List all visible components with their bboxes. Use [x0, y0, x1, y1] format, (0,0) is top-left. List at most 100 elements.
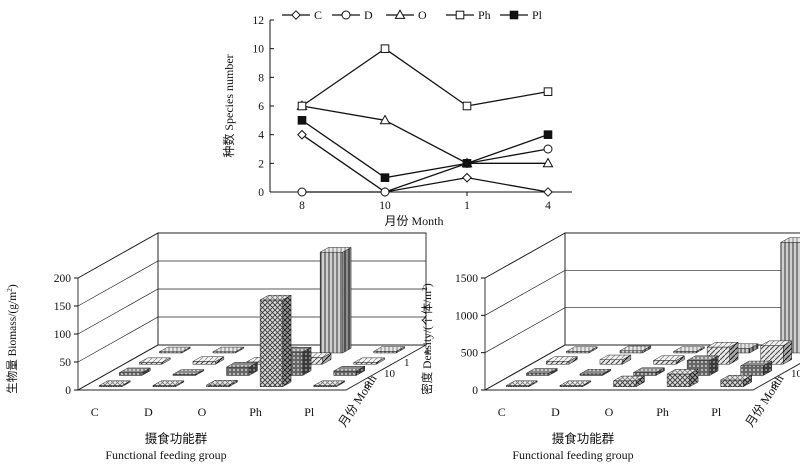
- series-line-pl: [301, 119, 549, 179]
- series-point-ph: [543, 87, 553, 96]
- series-point-c: [543, 187, 553, 197]
- series-point-o: [379, 114, 391, 125]
- bar-pl-month-10: [739, 360, 773, 376]
- bar-ph-month-4: [319, 247, 353, 354]
- bar-front: [353, 362, 377, 365]
- bar-top: [225, 362, 259, 368]
- bar-top: [319, 247, 353, 253]
- line-y-tick-label: 0: [258, 187, 264, 199]
- bar-front: [373, 351, 397, 354]
- bar-top: [118, 367, 152, 373]
- group-label: C: [498, 405, 506, 419]
- series-point-d: [380, 187, 390, 197]
- line-y-tick-label: 8: [258, 72, 264, 84]
- bar-front: [740, 365, 764, 376]
- bar-top: [151, 380, 185, 386]
- group-label: C: [91, 405, 99, 419]
- group-label: O: [605, 405, 614, 419]
- bar-o-month-1: [652, 355, 686, 365]
- bar-top: [578, 369, 612, 375]
- month-label: 8: [771, 379, 777, 391]
- bar-d-month-10: [578, 368, 612, 376]
- bar-c-month-10: [118, 367, 152, 376]
- bar-front: [780, 242, 800, 354]
- biomass-x-axis-label-en: Functional feeding group: [105, 448, 226, 462]
- bar-front: [259, 299, 283, 387]
- bar-top: [618, 345, 652, 351]
- bar-ph-month-10: [686, 355, 720, 376]
- series-line-c: [301, 134, 549, 193]
- bar-front: [720, 379, 744, 387]
- bar-front: [192, 361, 216, 365]
- bar-c-month-1: [545, 356, 579, 365]
- line-x-tick-label: 1: [464, 200, 470, 212]
- biomass-y-axis-label: 生物量 Biomass/(g/m2): [5, 284, 19, 394]
- bar-front: [613, 380, 637, 387]
- legend-marker-pl: [509, 10, 519, 20]
- gridline: [77, 288, 426, 335]
- gridline: [484, 269, 800, 316]
- bar-o-month-10: [225, 361, 259, 376]
- bar-top: [171, 369, 205, 375]
- biomass-x-axis-label-cn: 摄食功能群: [145, 431, 208, 446]
- group-label: O: [198, 405, 207, 419]
- y-tick-label: 0: [65, 385, 71, 397]
- series-point-d: [297, 187, 307, 197]
- bar-o-month-8: [205, 379, 239, 388]
- series-point-d: [543, 144, 553, 154]
- bar-side: [282, 294, 292, 388]
- bar-d-month-8: [558, 380, 592, 388]
- bar-d-month-4: [211, 346, 245, 354]
- bar-front: [526, 372, 550, 376]
- bar-o-month-10: [632, 367, 666, 376]
- bar-o-month-8: [612, 375, 646, 388]
- bar-front: [119, 372, 143, 376]
- line-y-tick-label: 6: [258, 101, 264, 113]
- bar-pl-month-1: [759, 340, 793, 365]
- bar-top: [612, 375, 646, 382]
- biomass-3d-bar-chart: 摄食功能群 Functional feeding group 生物量 Bioma…: [5, 232, 430, 462]
- bar-front: [666, 373, 690, 387]
- y-tick-label: 500: [461, 348, 479, 360]
- bar-d-month-10: [171, 369, 205, 376]
- bar-d-month-1: [191, 356, 225, 365]
- bar-top: [332, 366, 366, 372]
- y-tick-label: 200: [54, 273, 72, 285]
- y-tick-label: 0: [472, 385, 478, 397]
- series-point-c: [297, 129, 307, 140]
- group-label: Pl: [711, 405, 722, 419]
- legend-label-ph: Ph: [478, 8, 491, 22]
- legend-marker-d: [341, 10, 351, 20]
- series-point-pl: [380, 173, 390, 182]
- group-label: D: [144, 405, 153, 419]
- bar-top: [211, 346, 245, 353]
- month-label: 10: [791, 368, 800, 380]
- line-x-tick-label: 8: [299, 200, 305, 212]
- group-label: Ph: [656, 405, 669, 419]
- bar-pl-month-10: [332, 365, 366, 376]
- bar-top: [158, 346, 192, 353]
- bar-top: [652, 355, 686, 361]
- density-x-axis-label-en: Functional feeding group: [512, 448, 633, 462]
- bar-ph-month-8: [666, 368, 700, 388]
- bar-top: [598, 354, 632, 361]
- series-point-pl: [297, 116, 307, 125]
- series-line-d: [302, 148, 549, 193]
- bar-top: [372, 346, 406, 352]
- line-y-axis-label: 种数 Species number: [221, 54, 236, 157]
- bar-c-month-4: [158, 346, 192, 354]
- legend-label-c: C: [314, 8, 322, 22]
- legend-label-pl: Pl: [532, 8, 543, 22]
- y-tick-label: 1500: [455, 273, 478, 285]
- bar-c-month-1: [138, 357, 172, 365]
- bar-top: [666, 369, 700, 375]
- month-label: 10: [384, 368, 396, 380]
- bar-top: [672, 346, 706, 352]
- y-tick-label: 100: [54, 329, 72, 341]
- line-y-tick-label: 2: [258, 158, 264, 170]
- floor: [483, 344, 800, 391]
- gridline: [77, 232, 426, 279]
- line-y-tick-label: 12: [253, 15, 265, 27]
- bar-ph-month-8: [259, 294, 293, 388]
- series-point-c: [462, 172, 472, 183]
